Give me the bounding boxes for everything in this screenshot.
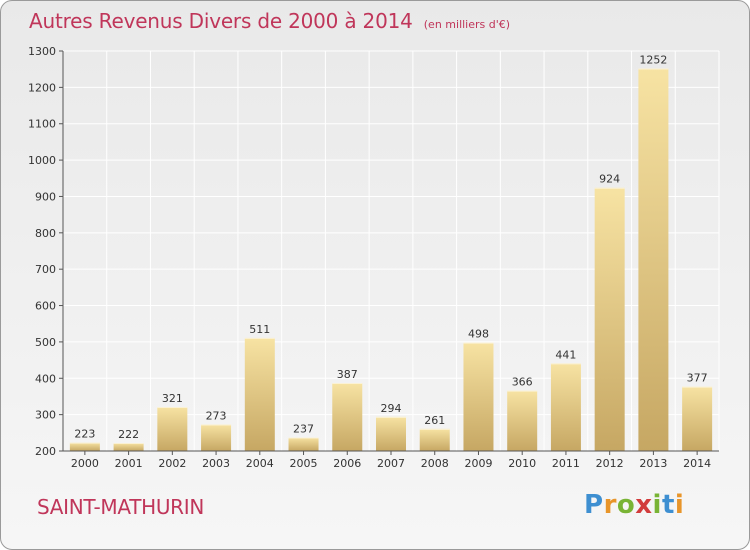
- bar: [376, 416, 406, 451]
- bar: [638, 68, 669, 452]
- x-tick-label: 2013: [639, 457, 667, 470]
- bar: [332, 383, 363, 451]
- x-tick-label: 2009: [464, 457, 492, 470]
- data-label: 366: [512, 376, 533, 389]
- y-tick-label: 1300: [28, 45, 56, 58]
- bar: [201, 424, 232, 451]
- bar: [288, 437, 319, 451]
- bar: [507, 390, 538, 451]
- data-label: 377: [687, 372, 708, 385]
- logo-letter: P: [584, 490, 604, 520]
- x-tick-label: 2001: [115, 457, 143, 470]
- x-tick-label: 2005: [290, 457, 318, 470]
- axes: [59, 50, 719, 455]
- data-label: 387: [337, 368, 358, 381]
- bar: [594, 187, 625, 451]
- chart-title: Autres Revenus Divers de 2000 à 2014: [29, 9, 413, 33]
- labels: 200 300 400 500 600 700 800 900 1000 1100 1200 1300…: [28, 45, 711, 470]
- y-tick-label: 1100: [28, 118, 56, 131]
- logo-letter: r: [603, 490, 617, 520]
- data-label: 222: [118, 428, 139, 441]
- x-tick-label: 2010: [508, 457, 536, 470]
- bar: [113, 443, 144, 451]
- bar: [157, 407, 188, 451]
- y-tick-label: 600: [35, 300, 56, 313]
- title-row: Autres Revenus Divers de 2000 à 2014 (en…: [29, 9, 510, 33]
- logo-letter: x: [635, 490, 653, 520]
- bars: [69, 68, 713, 452]
- data-label: 294: [381, 402, 402, 415]
- proxiti-logo: Proxiti: [584, 490, 684, 520]
- data-label: 223: [74, 428, 95, 441]
- y-tick-label: 800: [35, 227, 56, 240]
- y-tick-label: 300: [35, 409, 56, 422]
- x-tick-label: 2003: [202, 457, 230, 470]
- data-label: 237: [293, 423, 314, 436]
- y-tick-label: 1000: [28, 154, 56, 167]
- y-tick-label: 900: [35, 190, 56, 203]
- grid-lines: [63, 50, 720, 451]
- data-label: 321: [162, 392, 183, 405]
- y-tick-label: 700: [35, 263, 56, 276]
- bar: [244, 337, 275, 451]
- y-tick-label: 400: [35, 372, 56, 385]
- data-label: 498: [468, 328, 489, 341]
- x-tick-label: 2006: [333, 457, 361, 470]
- data-label: 261: [424, 414, 445, 427]
- town-name: SAINT-MATHURIN: [37, 495, 205, 519]
- x-tick-label: 2012: [596, 457, 624, 470]
- y-tick-label: 200: [35, 445, 56, 458]
- bar: [682, 386, 713, 451]
- x-tick-label: 2008: [421, 457, 449, 470]
- bar: [69, 442, 100, 451]
- bar: [550, 363, 581, 451]
- data-label: 1252: [639, 53, 667, 66]
- x-tick-label: 2007: [377, 457, 405, 470]
- bar: [419, 428, 450, 451]
- x-tick-label: 2002: [158, 457, 186, 470]
- x-tick-label: 2000: [71, 457, 99, 470]
- data-label: 441: [555, 348, 576, 361]
- logo-letter: t: [661, 490, 675, 520]
- y-tick-label: 500: [35, 336, 56, 349]
- data-label: 511: [249, 323, 270, 336]
- y-tick-label: 1200: [28, 81, 56, 94]
- x-tick-label: 2004: [246, 457, 274, 470]
- bar: [463, 342, 494, 451]
- x-tick-label: 2011: [552, 457, 580, 470]
- logo-letter: i: [652, 490, 662, 520]
- data-label: 924: [599, 173, 620, 186]
- chart-subtitle: (en milliers d'€): [423, 18, 511, 31]
- data-label: 273: [206, 409, 227, 422]
- x-tick-label: 2014: [683, 457, 711, 470]
- logo-letter: i: [674, 490, 685, 520]
- logo-letter: o: [616, 490, 636, 520]
